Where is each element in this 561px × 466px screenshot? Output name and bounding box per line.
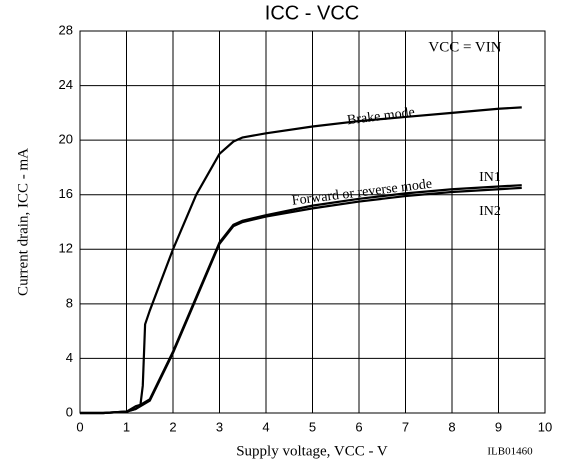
x-tick-label: 7 xyxy=(402,419,409,434)
y-tick-label: 4 xyxy=(66,350,73,365)
series-label: IN2 xyxy=(479,204,501,219)
x-tick-label: 4 xyxy=(262,419,269,434)
x-tick-label: 8 xyxy=(448,419,455,434)
data-line xyxy=(80,106,522,415)
y-tick-label: 12 xyxy=(59,241,73,256)
series-label: IN1 xyxy=(479,170,501,185)
x-tick-label: 2 xyxy=(169,419,176,434)
x-tick-label: 1 xyxy=(123,419,130,434)
annotation: VCC = VIN xyxy=(428,39,501,55)
x-tick-label: 9 xyxy=(495,419,502,434)
x-tick-label: 10 xyxy=(538,419,552,434)
y-tick-label: 0 xyxy=(66,404,73,419)
x-tick-label: 3 xyxy=(216,419,223,434)
y-tick-label: 24 xyxy=(59,77,73,92)
data-line xyxy=(80,184,522,415)
y-tick-label: 8 xyxy=(66,295,73,310)
y-axis-label: Current drain, ICC - mA xyxy=(15,148,31,296)
annotation: ILB01460 xyxy=(487,446,533,458)
x-tick-label: 6 xyxy=(355,419,362,434)
x-tick-label: 5 xyxy=(309,419,316,434)
y-tick-label: 16 xyxy=(59,186,73,201)
data-line xyxy=(80,186,522,415)
y-tick-label: 28 xyxy=(59,22,73,37)
chart-title: ICC - VCC xyxy=(265,2,359,24)
x-tick-label: 0 xyxy=(76,419,83,434)
y-tick-label: 20 xyxy=(59,132,73,147)
x-axis-label: Supply voltage, VCC - V xyxy=(236,443,388,459)
